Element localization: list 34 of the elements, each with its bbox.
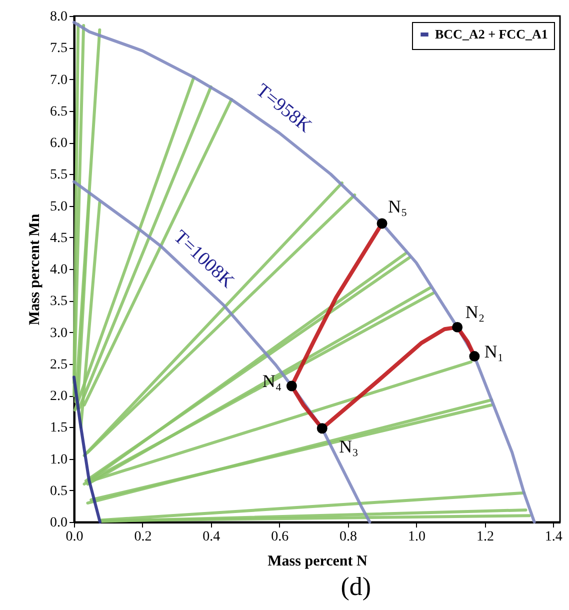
legend-label: BCC_A2 + FCC_A1 (435, 26, 548, 42)
y-tick-label: 6.5 (50, 104, 68, 120)
y-tick-label: 8.0 (50, 10, 68, 24)
y-tick-label: 7.5 (50, 41, 68, 56)
x-tick-label: 0.4 (202, 530, 220, 544)
y-tick-label: 0.5 (50, 484, 68, 499)
x-tick-label: 0.6 (271, 530, 289, 544)
annotation: N₄ (262, 371, 282, 392)
y-tick-label: 4.0 (50, 262, 68, 278)
annotation: N₁ (484, 341, 504, 362)
y-tick-label: 7.0 (50, 72, 68, 88)
y-tick-label: 0.0 (50, 516, 68, 530)
x-tick-label: 1.2 (476, 530, 494, 544)
x-axis-title: Mass percent N (268, 554, 368, 570)
y-tick-label: 3.5 (50, 294, 68, 310)
y-tick-label: 5.0 (50, 199, 68, 214)
y-tick-label: 2.0 (50, 389, 68, 404)
y-tick-label: 5.5 (50, 168, 68, 183)
x-tick-label: 0.8 (340, 530, 358, 544)
y-tick-label: 1.5 (50, 420, 68, 436)
x-tick-label: 0.0 (66, 530, 84, 544)
y-tick-label: 2.5 (50, 357, 68, 372)
annotation: N₂ (465, 302, 485, 322)
y-tick-label: 1.0 (50, 452, 68, 468)
x-tick-label: 1.4 (544, 530, 562, 544)
x-tick-label: 0.2 (134, 530, 152, 544)
y-tick-label: 6.0 (50, 136, 68, 151)
y-tick-label: 3.0 (50, 326, 68, 341)
y-axis-title: Mass percent Mn (27, 213, 43, 326)
annotation: N₅ (388, 196, 408, 216)
y-tick-label: 4.5 (50, 230, 68, 246)
text: (d) (340, 572, 372, 601)
annotation: N₃ (339, 436, 358, 456)
x-tick-label: 1.0 (408, 530, 426, 544)
